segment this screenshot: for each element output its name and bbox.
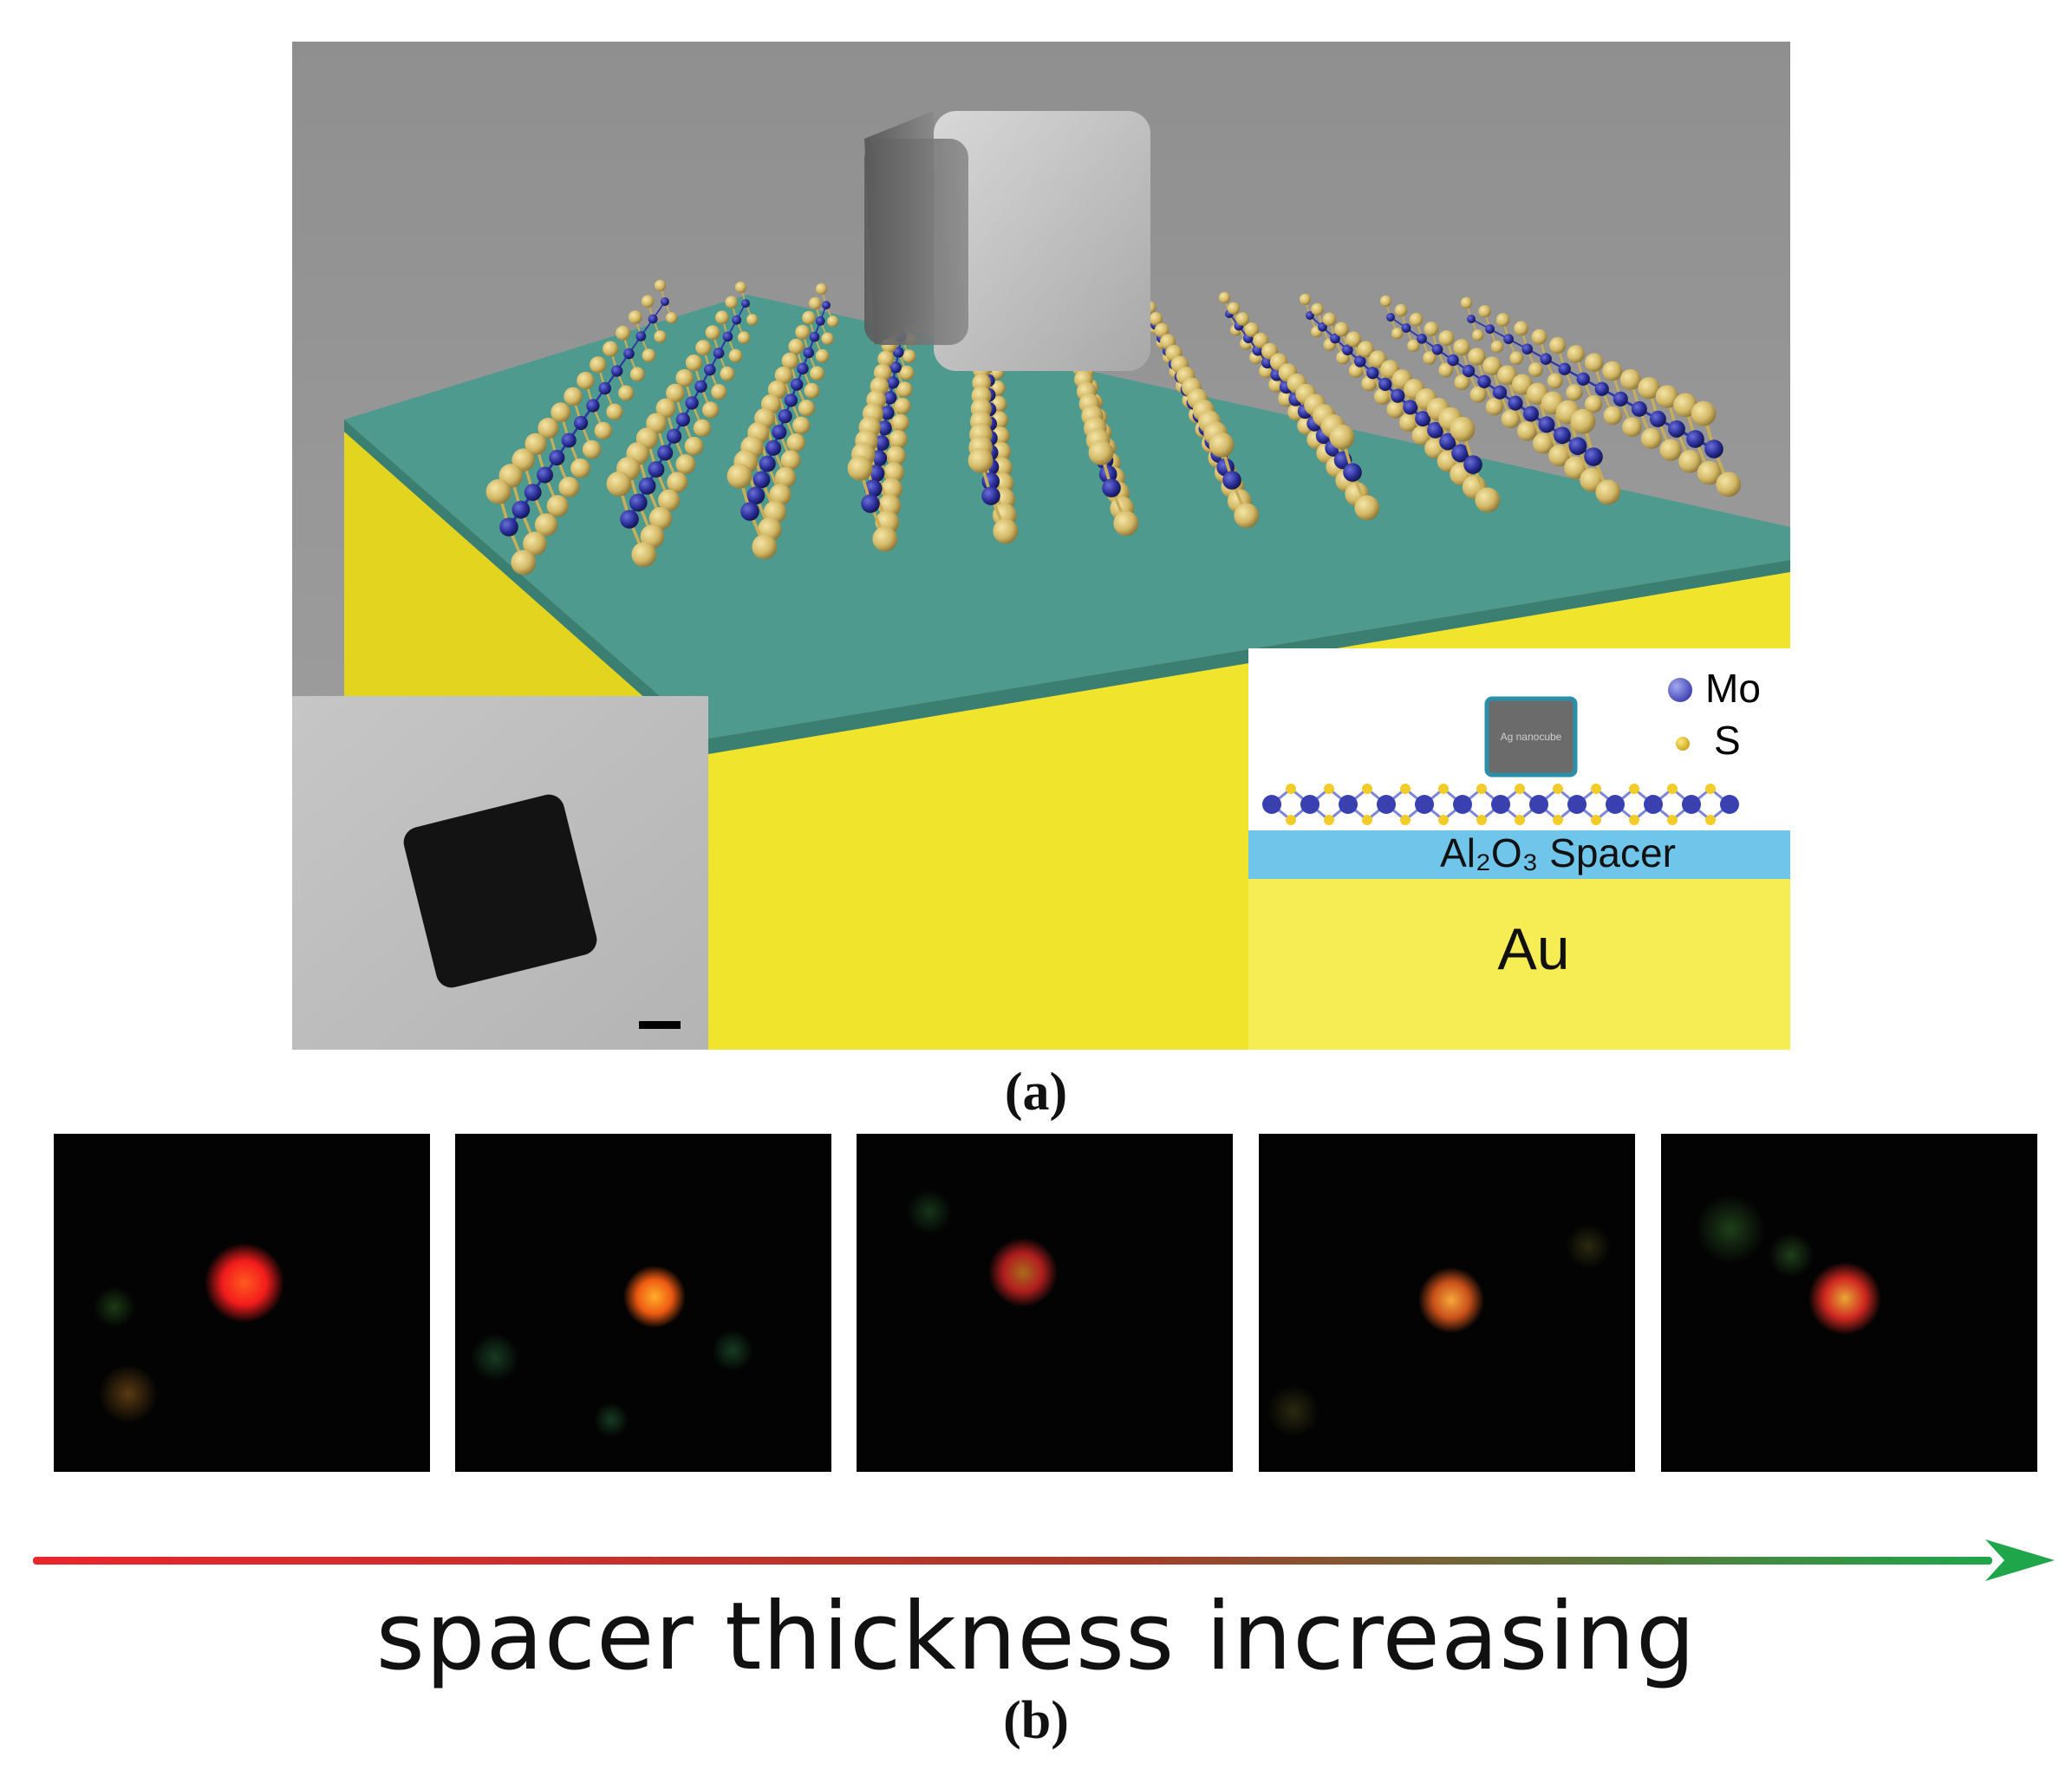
legend-s-icon xyxy=(1676,737,1690,751)
darkfield-image-2 xyxy=(455,1134,831,1472)
inset-gold-layer xyxy=(1248,879,1790,1050)
darkfield-image-5 xyxy=(1661,1134,2037,1472)
darkfield-image-3 xyxy=(857,1134,1233,1472)
panel-a-label: (a) xyxy=(1004,1063,1068,1122)
schematic-inset: Ag nanocube Mo S Al₂O₃ Spacer Au xyxy=(1248,648,1790,1050)
legend-mo-icon xyxy=(1668,678,1692,702)
spacer-thickness-caption: spacer thickness increasing xyxy=(375,1583,1697,1691)
spacer-thickness-arrow xyxy=(33,1539,2055,1581)
panel-b-label: (b) xyxy=(1003,1691,1069,1750)
spacer-slab-edge xyxy=(344,420,1790,754)
ag-nanocube xyxy=(864,111,1150,371)
scale-bar xyxy=(639,1021,681,1029)
inset-nanocube xyxy=(1484,696,1578,778)
legend-mo-label: Mo xyxy=(1705,666,1761,711)
tem-nanocube xyxy=(403,794,597,988)
inset-nanocube-label: Ag nanocube xyxy=(1501,731,1562,743)
substrate-label: Au xyxy=(1497,916,1569,982)
arrow-head xyxy=(1985,1539,2055,1581)
legend-s-label: S xyxy=(1714,718,1741,763)
inset-spacer-layer xyxy=(1248,830,1790,879)
tem-inset xyxy=(292,696,708,1050)
inset-mos2-layer xyxy=(1262,784,1739,825)
panel-a-illustration: Ag nanocube Mo S Al₂O₃ Spacer Au xyxy=(292,42,1790,1050)
darkfield-image-4 xyxy=(1259,1134,1635,1472)
spacer-label: Al₂O₃ Spacer xyxy=(1440,830,1676,875)
darkfield-image-1 xyxy=(54,1134,430,1472)
